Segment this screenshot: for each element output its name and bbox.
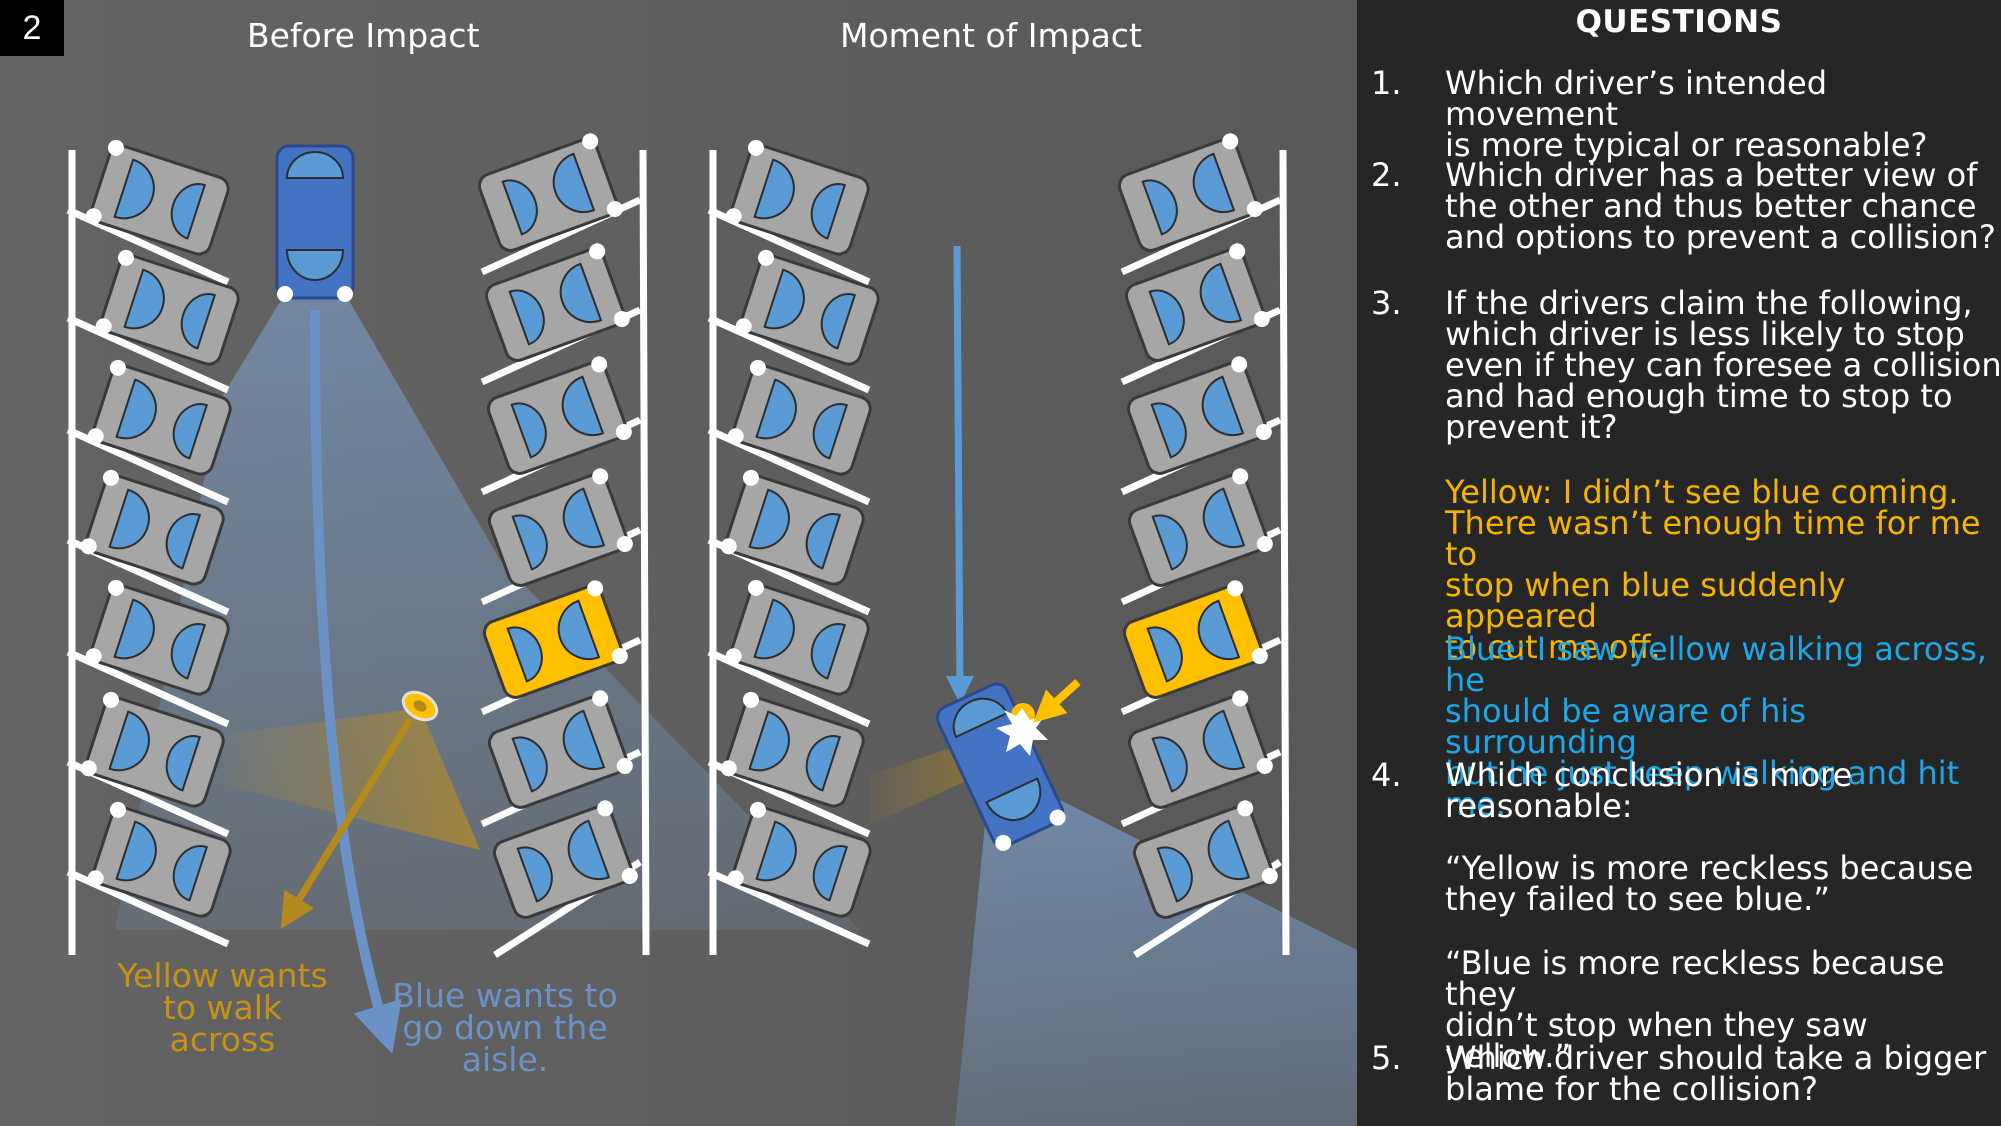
claim-line: stop when blue suddenly appeared [1445, 566, 1846, 635]
yellow-claim: Yellow: I didn’t see blue coming. There … [1445, 473, 2001, 666]
question-line: reasonable: [1445, 787, 1633, 825]
question-line: Which driver has a better view of [1445, 156, 1978, 194]
before-impact-title: Before Impact [247, 16, 480, 55]
blue-caption: Blue wants to go down the aisle. [385, 976, 625, 1079]
question-line: the other and thus better chance [1445, 187, 1977, 225]
conclusion-a: “Yellow is more reckless because they fa… [1445, 849, 2001, 918]
question-line: and options to prevent a collision? [1445, 218, 1996, 256]
conclusion-line: “Blue is more reckless because they [1445, 944, 1945, 1013]
blue-claim: Blue: I saw yellow walking across, he sh… [1445, 630, 2001, 823]
blue-view-cone-impact [955, 800, 1357, 1126]
parking-lot-scene [77, 129, 1357, 1126]
right-parked-cars-b [1113, 129, 1282, 927]
question-number: 2. [1371, 156, 1402, 194]
questions-title: QUESTIONS [1575, 4, 1783, 40]
yellow-view-cone [225, 708, 480, 850]
claim-line: Blue: I saw yellow walking across, he [1445, 630, 1987, 699]
conclusion-line: “Yellow is more reckless because [1445, 849, 1974, 887]
yellow-direction-arrow [1033, 679, 1081, 723]
claim-line: should be aware of his surrounding [1445, 692, 1806, 761]
blue-caption-line: aisle. [461, 1040, 549, 1079]
questions-panel: QUESTIONS 1. Which driver’s intended mov… [1357, 0, 2001, 1126]
blue-path-arrow-impact [945, 245, 974, 704]
question-number: 5. [1371, 1039, 1402, 1077]
question-line: If the drivers claim the following, [1445, 284, 1973, 322]
blue-path-arrow [310, 309, 402, 1054]
question-line: Which driver should take a bigger [1445, 1039, 1987, 1077]
question-line: and had enough time to stop to [1445, 377, 1953, 415]
question-line: Which driver’s intended movement [1445, 64, 1828, 133]
yellow-path-arrow [280, 718, 413, 929]
conclusion-line: they failed to see blue.” [1445, 880, 1830, 918]
question-line: even if they can foresee a collision [1445, 346, 2001, 384]
yellow-car-impact [1118, 576, 1272, 707]
claim-line: There wasn’t enough time for me to [1445, 504, 1981, 573]
claim-line: Yellow: I didn’t see blue coming. [1445, 473, 1959, 511]
blue-car-before [275, 144, 355, 304]
question-line: prevent it? [1445, 408, 1618, 446]
yellow-caption: Yellow wants to walk across [110, 956, 335, 1059]
yellow-caption-line: Yellow wants [117, 956, 328, 995]
moment-of-impact-title: Moment of Impact [840, 16, 1142, 55]
question-number: 3. [1371, 284, 1402, 322]
blue-caption-line: Blue wants to [392, 976, 618, 1015]
question-number: 1. [1371, 64, 1402, 102]
yellow-caption-line: to walk [162, 988, 283, 1027]
question-line: blame for the collision? [1445, 1070, 1818, 1108]
question-line: Which conclusion is more [1445, 756, 1853, 794]
claim-line: but he just keep walking and hit me. [1445, 754, 1960, 823]
blue-caption-line: go down the [402, 1008, 608, 1047]
slide-number: 2 [0, 0, 64, 56]
claim-line: to cut me off. [1445, 628, 1661, 666]
conclusion-line: didn’t stop when they saw yellow.” [1445, 1006, 1868, 1075]
conclusion-b: “Blue is more reckless because they didn… [1445, 944, 2001, 1075]
yellow-caption-line: across [169, 1020, 276, 1059]
question-number: 4. [1371, 756, 1402, 794]
question-line: is more typical or reasonable? [1445, 126, 1928, 164]
diagram-area: 2 Before Impact Moment of Impact Yellow … [0, 0, 1357, 1126]
question-line: which driver is less likely to stop [1445, 315, 1965, 353]
